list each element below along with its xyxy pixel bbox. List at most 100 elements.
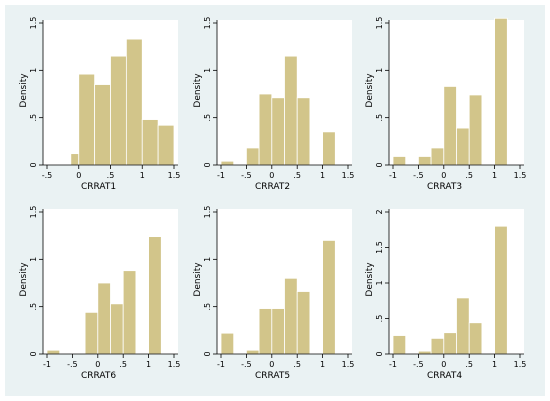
y-axis-title: Density [19, 262, 29, 297]
histogram-panel-4: 0 .5 1 1.5 -1 -.5 0 .5 1 1.5 CRRAT6 Density [19, 206, 180, 381]
histogram-bar [443, 332, 457, 355]
y-tick-label: 1.5 [203, 17, 212, 30]
histogram-bar [322, 131, 336, 166]
histogram-bar [271, 308, 285, 355]
x-tick-label: -1 [389, 360, 397, 369]
x-tick-label: .5 [465, 360, 473, 369]
y-tick-label: 1.5 [29, 17, 38, 30]
y-tick-label: 0 [375, 162, 384, 167]
histogram-bar [322, 239, 336, 355]
histogram-bar [392, 335, 407, 355]
y-tick-label: 1 [203, 68, 212, 73]
x-tick-label: 0 [95, 360, 100, 369]
y-tick-label: 0 [29, 162, 38, 167]
histogram-bar [456, 297, 470, 355]
x-tick-label: 0 [76, 171, 81, 180]
histogram-bar [443, 86, 457, 166]
y-tick-label: 0 [29, 351, 38, 356]
histogram-bar [110, 303, 124, 355]
x-tick-label: 1.5 [514, 171, 527, 180]
y-axis-title: Density [193, 73, 203, 108]
y-tick-label: 0 [203, 351, 212, 356]
histogram-bar [271, 97, 285, 166]
histogram-bar [122, 270, 137, 355]
x-tick-label: .5 [119, 360, 127, 369]
histogram-bar [141, 119, 159, 166]
x-tick-label: 0 [269, 360, 274, 369]
histogram-bar [430, 337, 445, 355]
histogram-bar [468, 94, 483, 166]
histogram-bar [468, 322, 483, 355]
x-tick-label: 1 [320, 171, 325, 180]
x-tick-label: 1.5 [342, 360, 355, 369]
y-tick-label: 1 [203, 257, 212, 262]
x-tick-label: -.5 [413, 360, 424, 369]
x-tick-label: -.5 [67, 360, 78, 369]
histogram-panel-2: 0 .5 1 1.5 -1 -.5 0 .5 1 1.5 CRRAT2 Density [193, 17, 354, 192]
x-tick-label: -1 [217, 360, 225, 369]
y-tick-label: .5 [29, 303, 38, 311]
x-axis-title: CRRAT4 [427, 371, 462, 381]
histogram-bar [94, 84, 111, 166]
histogram-bar [46, 349, 61, 355]
x-tick-label: 1 [140, 171, 145, 180]
histogram-bar [84, 311, 99, 355]
histogram-panel-6: 0 .5 1 1.5 2 -1 -.5 0 .5 1 1.5 CRRAT4 Density [365, 209, 526, 381]
histogram-panel-3: 0 .5 1 1.5 -1 -.5 0 .5 1 1.5 CRRAT3 Density [365, 17, 526, 192]
histogram-panel-1: 0 .5 1 1.5 -.5 0 .5 1 1.5 CRRAT1 Density [19, 17, 180, 192]
x-tick-label: 1 [146, 360, 151, 369]
x-tick-label: -.5 [413, 171, 424, 180]
y-axis-title: Density [365, 73, 375, 108]
x-tick-label: 1.5 [342, 171, 355, 180]
histogram-bar [220, 332, 235, 355]
x-tick-label: 1.5 [514, 360, 527, 369]
x-tick-label: .5 [293, 360, 301, 369]
x-tick-label: 1.5 [168, 171, 181, 180]
histogram-bar [157, 124, 175, 166]
y-tick-label: 2 [375, 209, 384, 214]
histogram-bar [494, 17, 508, 166]
histogram-bar [494, 225, 508, 355]
histogram-bar [220, 160, 235, 166]
histogram-panel-5: 0 .5 1 1.5 -1 -.5 0 .5 1 1.5 CRRAT5 Density [193, 206, 354, 381]
histogram-bar [110, 55, 127, 166]
histogram-bar [296, 291, 311, 355]
x-tick-label: .5 [107, 171, 115, 180]
histogram-bar [417, 350, 432, 355]
y-tick-label: .5 [375, 315, 384, 323]
y-tick-label: 1.5 [203, 206, 212, 219]
x-axis-title: CRRAT5 [255, 371, 290, 381]
y-tick-label: 1.5 [29, 206, 38, 219]
x-tick-label: -1 [217, 171, 225, 180]
histogram-bar [284, 55, 298, 166]
x-tick-label: 1 [492, 171, 497, 180]
histogram-bar [97, 282, 111, 355]
x-tick-label: -.5 [241, 171, 252, 180]
histogram-bar [245, 147, 260, 166]
y-tick-label: .5 [203, 303, 212, 311]
histogram-bar [284, 277, 298, 355]
y-axis-title: Density [365, 262, 375, 297]
x-tick-label: -1 [43, 360, 51, 369]
x-tick-label: 1 [492, 360, 497, 369]
x-tick-label: 1 [320, 360, 325, 369]
x-tick-label: -.5 [241, 360, 252, 369]
histogram-bar [430, 147, 445, 166]
x-axis-title: CRRAT2 [255, 182, 290, 192]
histogram-bar [245, 349, 260, 355]
y-tick-label: 1 [375, 68, 384, 73]
x-tick-label: 0 [441, 171, 446, 180]
y-tick-label: 1 [375, 280, 384, 285]
x-tick-label: -.5 [42, 171, 53, 180]
x-axis-title: CRRAT1 [81, 182, 116, 192]
x-tick-label: 0 [269, 171, 274, 180]
x-tick-label: 1.5 [168, 360, 181, 369]
y-tick-label: .5 [203, 114, 212, 122]
y-tick-label: 0 [375, 351, 384, 356]
y-axis-title: Density [19, 73, 29, 108]
x-tick-label: .5 [293, 171, 301, 180]
histogram-bar [456, 127, 470, 166]
histogram-bar [296, 97, 311, 166]
histogram-bar [417, 156, 432, 166]
